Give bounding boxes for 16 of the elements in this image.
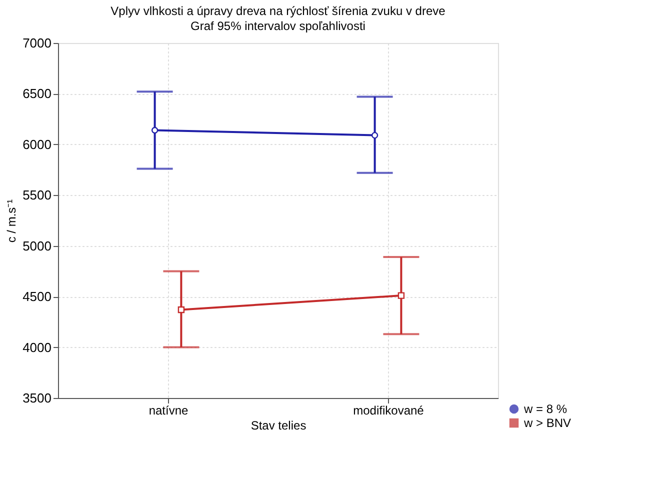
y-tick-label: 4500 [22, 289, 52, 304]
y-tick-label: 7000 [22, 36, 52, 50]
legend-label: w = 8 % [523, 402, 568, 416]
y-tick-label: 4000 [22, 340, 52, 355]
y-tick-label: 6000 [22, 136, 52, 152]
chart-title: Vplyv vlhkosti a úpravy dreva na rýchlosť šírenia zvuku v dreve [110, 4, 446, 18]
y-tick-label: 5000 [22, 238, 52, 254]
y-tick-label: 5500 [22, 188, 52, 203]
x-axis-title: Stav telies [250, 418, 306, 432]
y-tick-label: 6500 [22, 86, 52, 102]
x-tick-label: modifikované [353, 404, 424, 418]
legend-label: w > BNV [523, 416, 572, 430]
y-axis-title: c / m.s⁻¹ [4, 199, 19, 243]
x-tick-label: natívne [148, 404, 188, 418]
chart-subtitle: Graf 95% intervalov spoľahlivosti [190, 19, 366, 33]
y-tick-label: 3500 [22, 390, 52, 406]
